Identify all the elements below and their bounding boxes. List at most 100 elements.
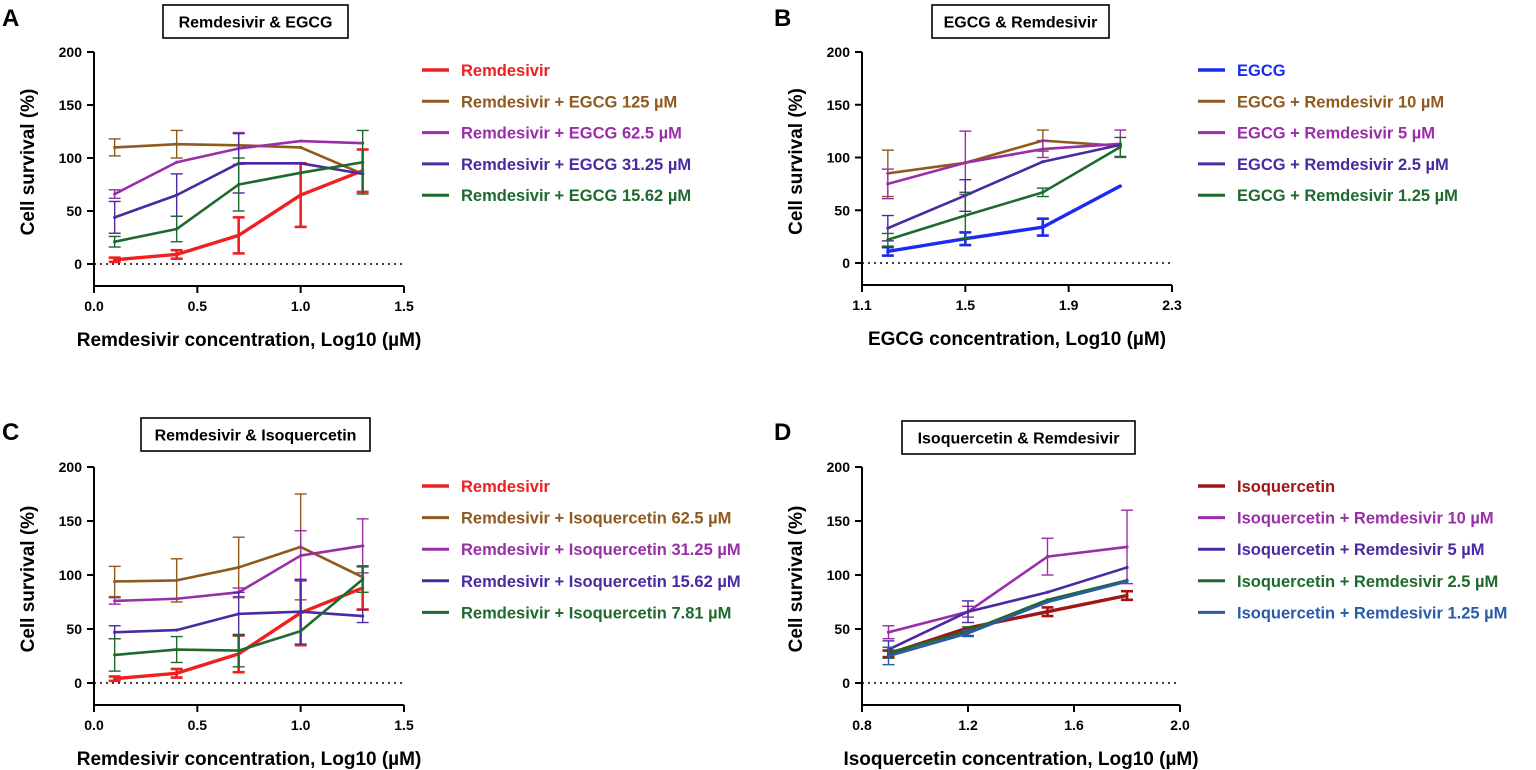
legend-entry: Remdesivir + EGCG 125 µM — [422, 93, 677, 111]
legend-label: EGCG + Remdesivir 10 µM — [1237, 93, 1444, 111]
data-point — [966, 631, 970, 635]
axes: 0 50 100 150 200 1.1 1.5 1.9 2.3 — [827, 44, 1182, 313]
y-tick-label: 50 — [66, 203, 82, 219]
legend-label: Remdesivir + Isoquercetin 31.25 µM — [461, 541, 741, 559]
data-point — [299, 553, 303, 558]
x-tick-label: 1.2 — [958, 717, 978, 733]
y-tick-label: 200 — [827, 459, 851, 475]
data-point — [1118, 145, 1122, 149]
data-point — [175, 160, 179, 164]
y-tick-label: 150 — [59, 513, 83, 529]
legend-label: EGCG + Remdesivir 2.5 µM — [1237, 156, 1449, 174]
data-point — [113, 579, 117, 584]
data-point — [1125, 565, 1129, 570]
y-tick-label: 150 — [59, 97, 83, 113]
data-point — [237, 233, 241, 237]
data-point — [113, 145, 117, 149]
y-axis-label: Cell survival (%) — [786, 88, 807, 235]
y-tick-label: 100 — [59, 567, 83, 583]
data-point — [299, 139, 303, 143]
legend-label: Isoquercetin + Remdesivir 2.5 µM — [1237, 573, 1498, 591]
data-point — [1045, 590, 1050, 594]
data-point — [963, 213, 967, 218]
x-tick-label: 0.0 — [84, 717, 104, 733]
legend-label: Remdesivir + Isoquercetin 62.5 µM — [461, 510, 731, 528]
x-tick-label: 1.5 — [956, 297, 976, 313]
legend-entry: Remdesivir + Isoquercetin 31.25 µM — [422, 541, 741, 559]
data-point — [1125, 579, 1129, 584]
data-point — [175, 227, 179, 231]
panels-container: A Remdesivir & EGCG 0 50 100 150 200 0.0 0.5 1.0 1… — [2, 4, 1507, 770]
legend-label: Isoquercetin + Remdesivir 1.25 µM — [1237, 604, 1507, 622]
y-tick-label: 50 — [66, 621, 82, 637]
y-axis-label: Cell survival (%) — [18, 89, 39, 236]
legend-entry: EGCG + Remdesivir 5 µM — [1198, 125, 1435, 143]
data-point — [1041, 190, 1045, 194]
x-axis-label: Isoquercetin concentration, Log10 (µM) — [843, 749, 1198, 770]
data-point — [299, 610, 303, 614]
panel-b: B EGCG & Remdesivir 0 50 100 150 200 1.1 1.5 1.9 2… — [774, 4, 1458, 350]
data-point — [1118, 184, 1122, 188]
data-point — [1041, 225, 1045, 229]
series-line — [887, 143, 1121, 230]
axes: 0 50 100 150 200 0.0 0.5 1.0 1.5 — [59, 44, 414, 314]
series-line — [888, 579, 1128, 655]
legend-entry: Isoquercetin + Remdesivir 5 µM — [1198, 541, 1484, 559]
series-line — [888, 580, 1128, 658]
series-4 — [108, 565, 369, 672]
legend-label: Remdesivir + EGCG 62.5 µM — [461, 125, 682, 143]
y-tick-label: 0 — [842, 255, 850, 271]
chart-title-box — [901, 420, 1136, 455]
series-3 — [881, 143, 1122, 242]
x-tick-label: 0.5 — [188, 298, 208, 314]
chart-title: Isoquercetin & Remdesivir — [918, 431, 1120, 448]
x-tick-label: 1.9 — [1059, 297, 1079, 313]
chart-title: Remdesivir & Isoquercetin — [155, 428, 357, 445]
legend-label: Remdesivir — [461, 478, 551, 496]
series-4 — [882, 579, 1129, 666]
data-point — [886, 182, 890, 186]
panel-d: D Isoquercetin & Remdesivir 0 50 100 150 200 0.… — [774, 419, 1507, 770]
data-point — [175, 578, 179, 583]
legend-entry: Isoquercetin + Remdesivir 2.5 µM — [1198, 573, 1498, 591]
x-tick-label: 1.0 — [291, 298, 311, 314]
data-point — [113, 630, 117, 634]
series-line — [887, 145, 1121, 242]
x-axis-label: Remdesivir concentration, Log10 (µM) — [77, 749, 422, 770]
legend-label: Isoquercetin + Remdesivir 10 µM — [1237, 510, 1494, 528]
y-tick-label: 50 — [834, 202, 850, 218]
series-line — [887, 139, 1121, 175]
series-4 — [881, 136, 1127, 247]
legend-label: Remdesivir + EGCG 15.62 µM — [461, 187, 691, 205]
x-tick-label: 0.8 — [852, 717, 872, 733]
legend-entry: Isoquercetin + Remdesivir 10 µM — [1198, 510, 1494, 528]
y-tick-label: 0 — [842, 675, 850, 691]
data-point — [1045, 600, 1050, 604]
y-tick-label: 150 — [827, 97, 851, 113]
data-point — [237, 612, 241, 616]
y-tick-label: 150 — [827, 513, 851, 529]
legend-label: Remdesivir — [461, 62, 551, 80]
data-point — [113, 192, 117, 196]
legend-entry: Remdesivir + Isoquercetin 62.5 µM — [422, 510, 731, 528]
data-point — [113, 240, 117, 244]
axes: 0 50 100 150 200 0.8 1.2 1.6 2.0 — [827, 459, 1190, 733]
y-tick-label: 0 — [74, 256, 82, 272]
data-point — [237, 182, 241, 187]
data-point — [175, 647, 179, 652]
data-point — [175, 628, 179, 632]
legend-entry: Remdesivir + Isoquercetin 15.62 µM — [422, 573, 741, 591]
legend-label: EGCG + Remdesivir 1.25 µM — [1237, 187, 1458, 205]
series-0 — [881, 184, 1122, 257]
data-point — [1045, 610, 1050, 614]
legend-label: Isoquercetin + Remdesivir 5 µM — [1237, 541, 1484, 559]
series-line — [887, 142, 1121, 186]
y-tick-label: 100 — [59, 150, 83, 166]
x-tick-label: 1.6 — [1064, 717, 1084, 733]
legend-label: Isoquercetin — [1237, 478, 1335, 496]
y-tick-label: 0 — [74, 675, 82, 691]
chart-title-box — [162, 4, 349, 39]
chart-title-box — [931, 4, 1110, 39]
legend-label: Remdesivir + EGCG 125 µM — [461, 93, 677, 111]
panel-letter: B — [774, 5, 791, 32]
